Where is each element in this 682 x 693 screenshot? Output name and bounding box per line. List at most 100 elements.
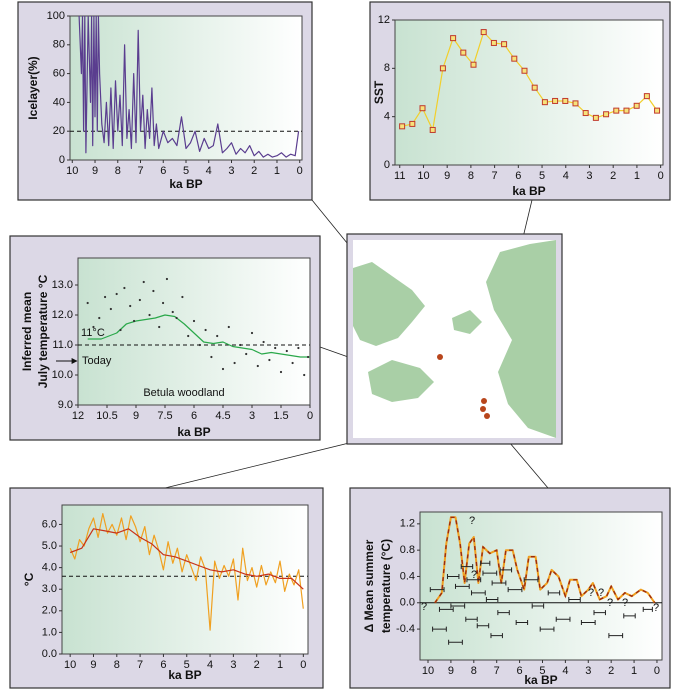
y-tick-label: 60	[53, 68, 65, 80]
x-tick-label: 7.5	[157, 410, 172, 422]
scatter-point	[297, 346, 300, 350]
error-bar	[539, 626, 555, 632]
plot-content	[70, 16, 302, 158]
scatter-point	[103, 295, 107, 299]
y-tick-label: 0	[59, 154, 65, 166]
scatter-point	[306, 355, 310, 359]
x-tick-label: 6	[160, 165, 166, 177]
site	[480, 406, 486, 412]
x-axis-label: ka BP	[512, 184, 545, 198]
x-tick-label: 0	[300, 659, 306, 671]
marker	[541, 99, 548, 106]
marker	[582, 110, 589, 117]
annotation: ?	[471, 569, 477, 581]
scatter-point	[256, 364, 259, 368]
error-bar	[555, 616, 571, 622]
y-tick-label: 3.0	[42, 583, 57, 595]
y-tick-label: -0.4	[396, 623, 415, 635]
x-tick-label: 7	[492, 170, 498, 182]
error-bar	[485, 596, 499, 602]
plot-content	[62, 513, 308, 631]
scatter-point	[181, 295, 184, 299]
error-bar	[432, 626, 447, 632]
scatter-point	[148, 313, 151, 317]
marker	[613, 107, 620, 114]
scatter-point	[192, 319, 196, 323]
error-bar	[491, 580, 507, 586]
x-tick-label: 4	[207, 659, 213, 671]
error-bar	[480, 560, 491, 566]
marker	[552, 97, 559, 104]
x-tick-label: 4	[206, 165, 212, 177]
y-tick-label: 1.2	[400, 518, 415, 530]
error-bar	[460, 564, 474, 570]
site	[484, 413, 490, 419]
error-bar	[515, 620, 529, 626]
x-tick-label: 2	[251, 165, 257, 177]
x-axis-label: ka BP	[524, 673, 557, 687]
error-bar	[429, 587, 445, 593]
map	[353, 240, 556, 438]
y-tick-label: 0.0	[42, 648, 57, 660]
x-tick-label: 2	[610, 170, 616, 182]
x-tick-label: 9	[448, 665, 454, 677]
error-bar	[454, 583, 470, 589]
marker	[562, 97, 569, 104]
scatter-point	[262, 340, 265, 344]
scatter-point	[227, 325, 230, 329]
x-tick-label: 1	[274, 165, 280, 177]
marker	[633, 102, 640, 109]
scatter-point	[92, 325, 95, 329]
scatter-point	[171, 310, 174, 314]
x-tick-label: 4.5	[215, 410, 230, 422]
x-tick-label: 3	[586, 170, 592, 182]
scatter-point	[285, 349, 288, 353]
marker	[429, 126, 436, 133]
marker	[439, 65, 446, 72]
y-tick-label: 20	[53, 125, 65, 137]
scatter-point	[98, 316, 101, 320]
x-tick-label: 7	[494, 665, 500, 677]
y-tick-label: 80	[53, 39, 65, 51]
marker	[654, 107, 661, 114]
y-axis-label: Δ Mean summer	[362, 539, 376, 632]
error-bar	[482, 570, 498, 576]
y-tick-label: 0.0	[400, 597, 415, 609]
y-tick-label: 9.0	[58, 399, 73, 411]
marker	[450, 35, 457, 42]
x-tick-label: 10	[422, 665, 434, 677]
x-tick-label: 10.5	[96, 410, 117, 422]
annotation: 11°C	[81, 327, 105, 339]
x-tick-label: 1	[277, 659, 283, 671]
x-tick-label: 3	[230, 659, 236, 671]
marker	[460, 49, 467, 56]
error-bar	[507, 587, 523, 593]
error-bar	[531, 603, 545, 609]
x-tick-label: 2	[254, 659, 260, 671]
x-tick-label: 5	[184, 659, 190, 671]
y-tick-label: 2.0	[42, 605, 57, 617]
x-tick-label: 7	[137, 659, 143, 671]
x-tick-label: 3	[228, 165, 234, 177]
series-line	[78, 16, 300, 158]
marker	[572, 100, 579, 107]
scatter-point	[221, 367, 225, 371]
error-bar	[523, 577, 539, 583]
y-tick-label: 12.0	[52, 309, 73, 321]
x-axis-label: ka BP	[168, 668, 201, 682]
x-tick-label: 9	[92, 165, 98, 177]
x-tick-label: 0	[297, 165, 303, 177]
scatter-point	[198, 343, 201, 347]
plot-area	[77, 257, 311, 406]
y-tick-label: 0.4	[400, 570, 415, 582]
x-tick-label: 8	[114, 659, 120, 671]
scatter-point	[187, 334, 190, 338]
x-tick-label: 8	[471, 665, 477, 677]
x-tick-label: 0	[307, 410, 313, 422]
y-axis-label: Icelayer(%)	[26, 56, 40, 119]
x-tick-label: 5	[539, 170, 545, 182]
y-tick-label: 0.8	[400, 544, 415, 556]
marker	[419, 105, 426, 112]
x-tick-label: 9	[133, 410, 139, 422]
